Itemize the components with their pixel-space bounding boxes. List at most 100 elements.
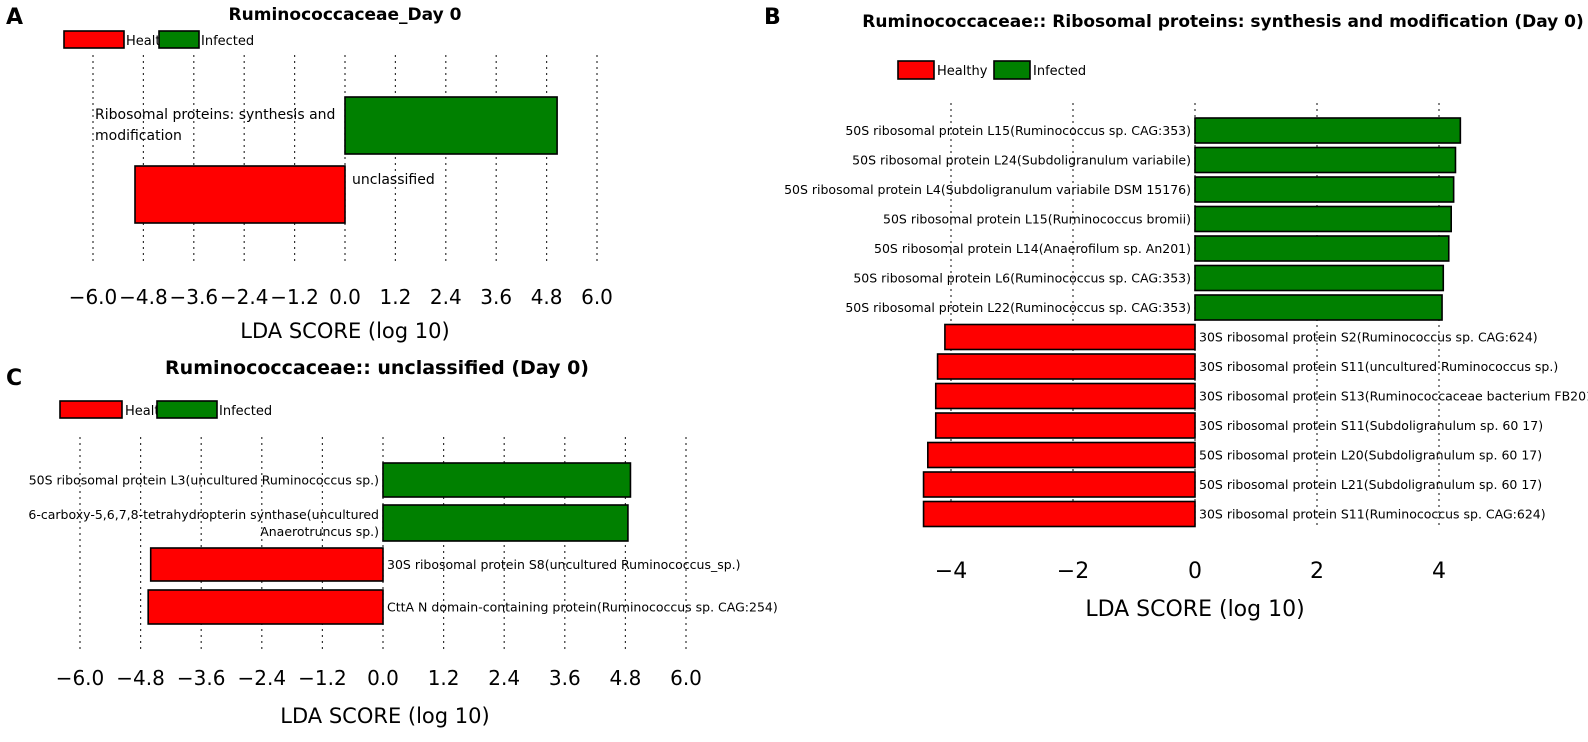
- x-tick-label: 4.8: [609, 666, 641, 690]
- x-tick-label: 1.2: [428, 666, 460, 690]
- bar-label: 30S ribosomal protein S2(Ruminococcus sp…: [1199, 330, 1538, 345]
- bar-label: 30S ribosomal protein S11(uncultured Rum…: [1199, 359, 1558, 374]
- bar-label: 50S ribosomal protein L14(Anaerofilum sp…: [874, 241, 1191, 256]
- bar-label: 50S ribosomal protein L15(Ruminococcus s…: [845, 123, 1191, 138]
- panel-a-ticks: −6.0 −4.8 −3.6 −2.4 −1.2 0.0 1.2 2.4 3.6 4.8 6.0: [69, 285, 613, 309]
- bar-label-line: 30S ribosomal protein S11(Subdoligranulu…: [1199, 418, 1543, 433]
- bar-label-line: 50S ribosomal protein L21(Subdoligranulu…: [1199, 477, 1542, 492]
- x-tick-label: −1.2: [298, 666, 347, 690]
- panel-c-bars: [147, 462, 632, 625]
- healthy-bar: [134, 165, 346, 224]
- bar-label: 50S ribosomal protein L4(Subdoligranulum…: [784, 182, 1191, 197]
- healthy-bar: [934, 412, 1196, 439]
- bar-label: 6-carboxy-5,6,7,8-tetrahydropterin synth…: [28, 507, 379, 539]
- x-tick-label: 4.8: [531, 285, 563, 309]
- bar-label-line: 50S ribosomal protein L6(Ruminococcus sp…: [853, 271, 1191, 286]
- x-tick-label: 0: [1188, 559, 1202, 584]
- x-tick-label: −6.0: [69, 285, 118, 309]
- bar-label-line: 30S ribosomal protein S11(uncultured Rum…: [1199, 359, 1558, 374]
- bar-label-line: Ribosomal proteins: synthesis and: [95, 107, 335, 123]
- x-tick-label: −4.8: [119, 285, 168, 309]
- healthy-bar: [922, 471, 1196, 498]
- bar-label-line: 50S ribosomal protein L15(Ruminococcus b…: [883, 212, 1191, 227]
- bar-label-line: 30S ribosomal protein S2(Ruminococcus sp…: [1199, 330, 1538, 345]
- bar-label-line: 50S ribosomal protein L20(Subdoligranulu…: [1199, 448, 1542, 463]
- x-tick-label: 3.6: [549, 666, 581, 690]
- x-tick-label: −3.6: [170, 285, 219, 309]
- legend-healthy-label: Healthy: [937, 64, 988, 79]
- panel-a-bar-labels: Ribosomal proteins: synthesis and modific…: [95, 107, 435, 188]
- bar-label-line: 50S ribosomal protein L24(Subdoligranulu…: [852, 153, 1191, 168]
- bar-label: 50S ribosomal protein L15(Ruminococcus b…: [883, 212, 1191, 227]
- panel-b-legend: Healthy Infected: [897, 60, 1086, 80]
- bar-label: 50S ribosomal protein L24(Subdoligranulu…: [852, 153, 1191, 168]
- panel-b-xlabel: LDA SCORE (log 10): [1085, 597, 1304, 622]
- bar-label-line: 30S ribosomal protein S11(Ruminococcus s…: [1199, 507, 1546, 522]
- panel-a-xlabel: LDA SCORE (log 10): [240, 319, 449, 343]
- panel-b-bar-labels: 50S ribosomal protein L15(Ruminococcus s…: [784, 123, 1588, 522]
- legend-healthy-swatch: [59, 400, 123, 419]
- x-tick-label: −4.8: [116, 666, 165, 690]
- infected-bar: [1194, 176, 1455, 203]
- bar-label-line: 50S ribosomal protein L14(Anaerofilum sp…: [874, 241, 1191, 256]
- panel-b-title: Ruminococcaceae:: Ribosomal proteins: sy…: [862, 12, 1584, 32]
- legend-infected-swatch: [158, 30, 200, 49]
- bar-label: 30S ribosomal protein S11(Ruminococcus s…: [1199, 507, 1546, 522]
- panel-c-legend: Healthy Infected: [59, 400, 272, 419]
- legend-infected-label: Infected: [1033, 64, 1086, 79]
- bar-label: 50S ribosomal protein L22(Ruminococcus s…: [845, 300, 1191, 315]
- x-tick-label: −4: [935, 559, 967, 584]
- panel-a-letter: A: [6, 5, 23, 30]
- infected-bar: [1194, 264, 1445, 292]
- x-tick-label: 2.4: [430, 285, 462, 309]
- infected-bar: [1194, 235, 1450, 262]
- legend-infected-label: Infected: [201, 34, 254, 49]
- panel-c-title: Ruminococcaceae:: unclassified (Day 0): [165, 357, 589, 379]
- bar-label-line: 30S ribosomal protein S13(Ruminococcacea…: [1199, 389, 1588, 404]
- x-tick-label: 3.6: [480, 285, 512, 309]
- bar-label: 30S ribosomal protein S13(Ruminococcacea…: [1199, 389, 1588, 404]
- legend-infected-swatch: [156, 400, 218, 419]
- x-tick-label: 2: [1310, 559, 1324, 584]
- infected-bar: [1194, 294, 1443, 321]
- x-tick-label: −3.6: [177, 666, 226, 690]
- infected-bar: [1194, 205, 1453, 233]
- x-tick-label: −2: [1057, 559, 1089, 584]
- infected-bar: [1194, 146, 1457, 174]
- panel-c-letter: C: [6, 366, 22, 391]
- bar-label-line: 50S ribosomal protein L22(Ruminococcus s…: [845, 300, 1191, 315]
- bar-label: 30S ribosomal protein S8(uncultured Rumi…: [387, 557, 741, 572]
- legend-healthy-swatch: [63, 30, 125, 49]
- bar-label-line: CttA N domain-containing protein(Ruminoc…: [387, 600, 778, 615]
- panel-a: A Ruminococcaceae_Day 0 Healthy Infected…: [6, 5, 613, 343]
- panel-a-bars: [134, 96, 558, 224]
- legend-infected-swatch: [993, 60, 1031, 80]
- healthy-bar: [147, 589, 384, 625]
- bar-label: 50S ribosomal protein L21(Subdoligranulu…: [1199, 477, 1542, 492]
- x-tick-label: 0.0: [329, 285, 361, 309]
- bar-label-line: Anaerotruncus sp.): [260, 524, 379, 539]
- infected-bar: [382, 462, 632, 498]
- panel-a-title: Ruminococcaceae_Day 0: [229, 5, 462, 25]
- x-tick-label: 4: [1432, 559, 1446, 584]
- bar-label: 50S ribosomal protein L6(Ruminococcus sp…: [853, 271, 1191, 286]
- x-tick-label: 0.0: [367, 666, 399, 690]
- bar-label: 50S ribosomal protein L3(uncultured Rumi…: [29, 473, 379, 488]
- infected-bar: [382, 504, 629, 542]
- x-tick-label: 2.4: [488, 666, 520, 690]
- healthy-bar: [922, 500, 1196, 528]
- bar-label-line: 50S ribosomal protein L4(Subdoligranulum…: [784, 182, 1191, 197]
- legend-healthy-swatch: [897, 60, 935, 80]
- x-tick-label: 6.0: [581, 285, 613, 309]
- bar-label-line: 50S ribosomal protein L15(Ruminococcus s…: [845, 123, 1191, 138]
- healthy-bar: [934, 382, 1196, 410]
- bar-label-line: 50S ribosomal protein L3(uncultured Rumi…: [29, 473, 379, 488]
- bar-label-line: modification: [95, 128, 182, 144]
- healthy-bar: [944, 323, 1196, 351]
- healthy-bar: [936, 353, 1196, 380]
- panel-c-xlabel: LDA SCORE (log 10): [280, 704, 489, 728]
- healthy-bar: [149, 547, 384, 582]
- bar-label: 30S ribosomal protein S11(Subdoligranulu…: [1199, 418, 1543, 433]
- x-tick-label: −2.4: [220, 285, 269, 309]
- bar-label: CttA N domain-containing protein(Ruminoc…: [387, 600, 778, 615]
